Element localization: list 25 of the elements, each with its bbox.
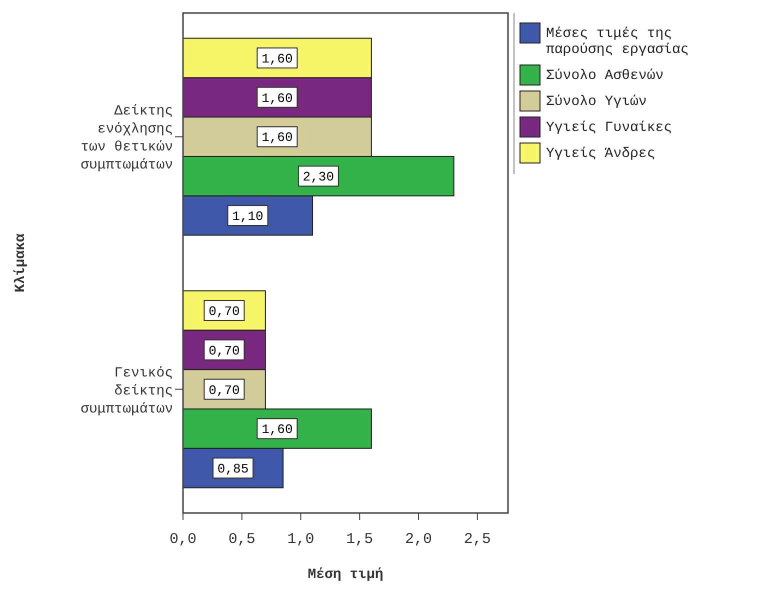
y-tick-label: Δείκτης ενόχλησης των θετικών συμπτωμάτων — [80, 104, 173, 174]
data-label: 0,70 — [208, 304, 240, 319]
x-tick-label: 0,0 — [169, 531, 197, 548]
data-label: 1,60 — [262, 51, 293, 66]
legend-label: Σύνολο Ασθενών — [546, 68, 664, 84]
legend-label: Μέσες τιμές της παρούσης εργασίας — [546, 26, 689, 58]
data-label: 1,60 — [262, 90, 293, 106]
data-label: 0,70 — [208, 343, 240, 358]
x-tick-label: 1,0 — [287, 531, 314, 548]
data-label: 1,60 — [262, 422, 293, 438]
data-label: 2,30 — [302, 170, 334, 185]
data-label: 0,70 — [208, 382, 240, 398]
data-label: 1,10 — [232, 209, 264, 224]
x-tick-label: 1,5 — [346, 531, 374, 548]
x-tick-label: 0,5 — [228, 531, 256, 548]
data-label: 0,85 — [217, 462, 249, 477]
legend-label: Υγιείς Άνδρες — [546, 146, 656, 162]
y-tick-label: Γενικός δείκτης συμπτωμάτων — [80, 365, 173, 418]
x-axis-title: Μέση τιμή — [308, 567, 384, 583]
data-label: 1,60 — [262, 130, 293, 146]
legend-label: Σύνολο Υγιών — [546, 94, 647, 110]
y-axis-title: Κλίμακα — [13, 233, 29, 292]
x-tick-label: 2,5 — [464, 531, 491, 548]
legend-label: Υγιείς Γυναίκες — [546, 120, 672, 136]
x-tick-label: 2,0 — [405, 531, 432, 548]
